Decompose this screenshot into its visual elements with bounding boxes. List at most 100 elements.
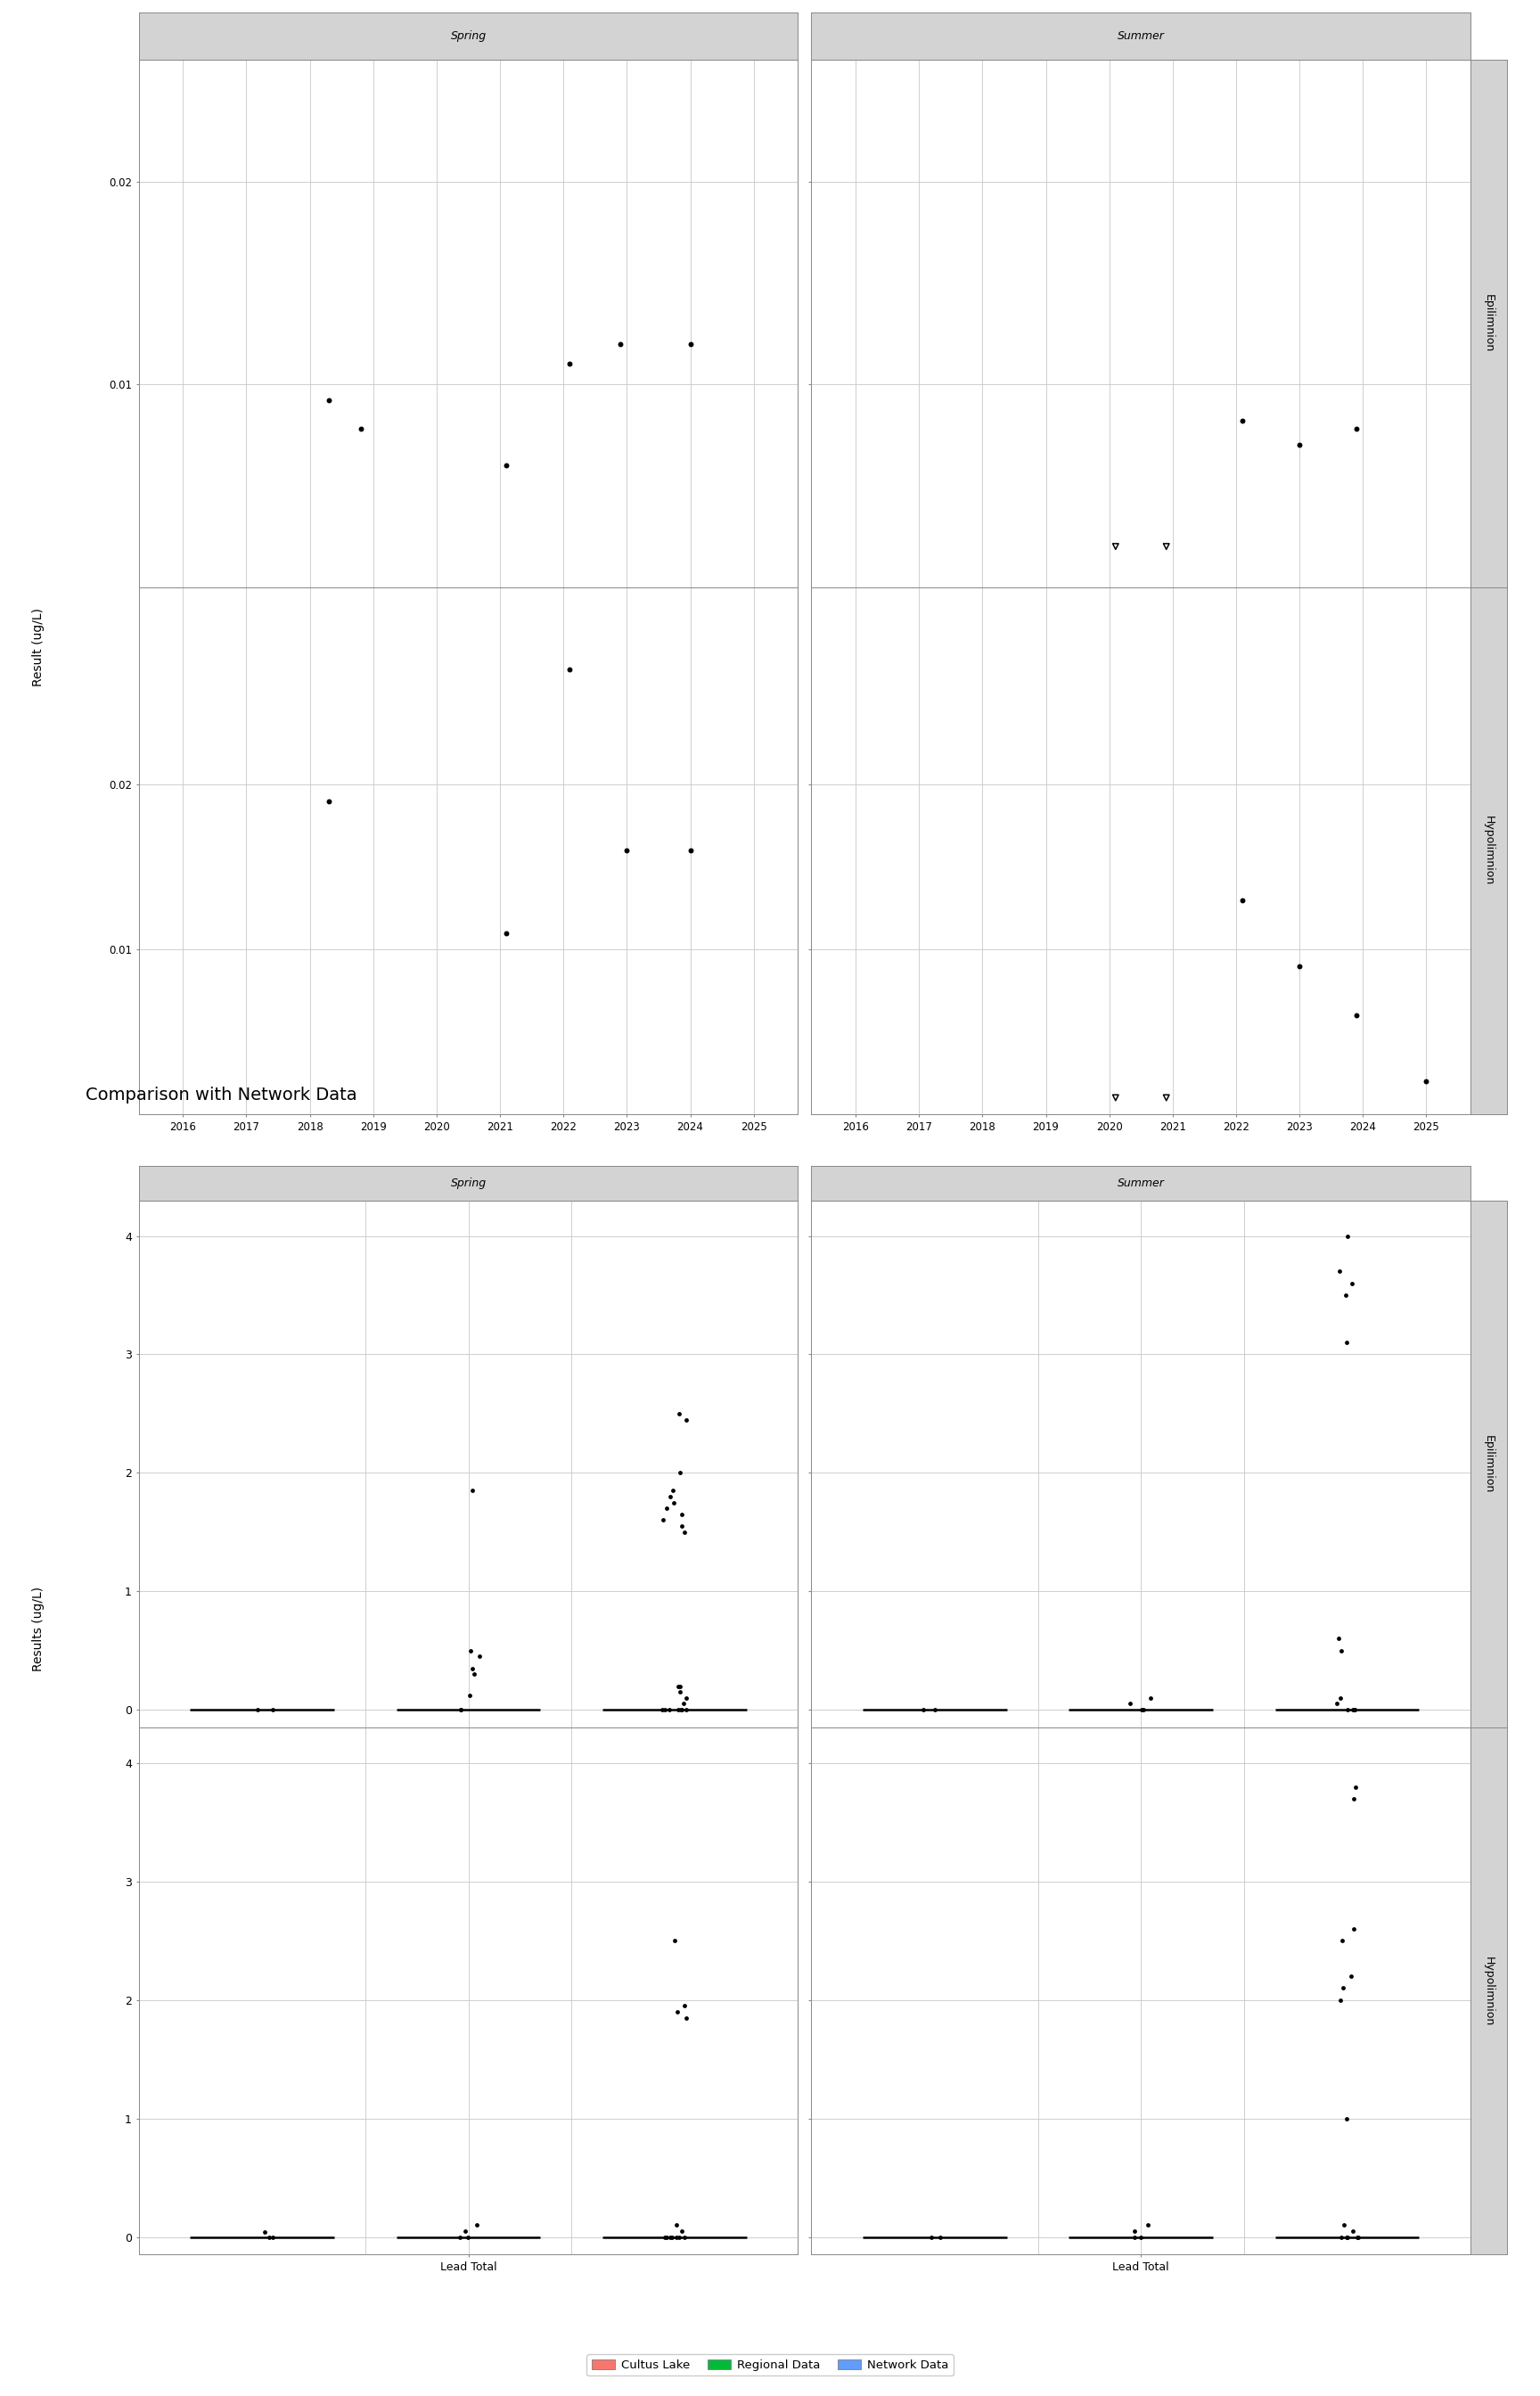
Point [929,2219,953,2257]
Point [1414,1061,1438,1100]
Point [1335,2099,1360,2137]
Point [494,446,519,484]
Point [671,1684,696,1723]
Point [671,1512,696,1550]
Point [1344,997,1369,1035]
Point [667,1668,691,1706]
Point [668,1454,693,1493]
Point [462,1656,487,1694]
Text: Results (ug/L): Results (ug/L) [32,1586,45,1672]
Point [1343,1692,1368,1730]
Point [1344,410,1369,448]
Point [460,1471,485,1509]
Point [1344,2219,1369,2257]
Point [1346,2219,1371,2257]
Point [1287,426,1312,465]
Point [678,323,702,362]
Point [1329,1632,1354,1670]
Point [494,913,519,951]
Point [659,2219,684,2257]
Point [1324,1684,1349,1723]
Point [1340,1265,1364,1303]
Point [673,2219,698,2257]
Point [668,1672,693,1711]
Point [662,1922,687,1960]
Point [447,2219,471,2257]
Point [614,831,639,870]
Point [1341,1780,1366,1819]
Point [460,1648,485,1687]
Point [654,1490,679,1529]
Point [670,2212,695,2250]
Point [245,1692,270,1730]
Point [456,2219,480,2257]
Point [1287,946,1312,985]
Point [919,2219,944,2257]
Point [468,1636,493,1675]
Point [348,410,373,448]
Point [1121,2219,1146,2257]
Point [910,1692,935,1730]
Point [664,2219,688,2257]
Point [608,323,633,362]
Point [667,1394,691,1433]
Point [448,1692,473,1730]
Point [1335,2219,1360,2257]
Point [670,1507,695,1545]
Point [1103,527,1127,565]
Point [1340,1692,1364,1730]
Point [1341,1910,1366,1948]
Point [1334,1277,1358,1315]
Point [658,2219,682,2257]
Point [257,2219,282,2257]
Point [465,2207,490,2245]
Point [653,1692,678,1730]
Point [1129,2219,1153,2257]
Point [1153,527,1178,565]
Point [453,2212,477,2250]
Point [1327,1981,1352,2020]
Point [922,1692,947,1730]
Point [1334,1323,1358,1361]
Point [1129,1692,1153,1730]
Point [260,2219,285,2257]
Point [1335,1217,1360,1256]
Point [1230,403,1255,441]
Point [658,1478,682,1517]
Point [678,831,702,870]
Point [664,2207,688,2245]
Point [1332,2207,1357,2245]
Point [1118,1684,1143,1723]
Point [317,781,342,819]
Point [459,1632,484,1670]
Point [653,2219,678,2257]
Point [1137,2207,1161,2245]
Point [661,1471,685,1509]
Point [650,1500,675,1538]
Point [1331,1922,1355,1960]
Point [457,1677,482,1716]
Point [1343,1768,1368,1807]
Point [658,1692,682,1730]
Point [1130,1692,1155,1730]
Point [1343,1692,1368,1730]
Text: Result (ug/L): Result (ug/L) [32,609,45,685]
Point [1326,1620,1351,1658]
Point [448,1692,473,1730]
Point [665,1668,690,1706]
Point [665,1692,690,1730]
Point [671,1986,696,2025]
Point [1327,1680,1352,1718]
Point [317,381,342,419]
Text: Comparison with Network Data: Comparison with Network Data [86,1088,357,1105]
Legend: Cultus Lake, Regional Data, Network Data: Cultus Lake, Regional Data, Network Data [587,2355,953,2377]
Point [1340,2212,1364,2250]
Point [673,1680,698,1718]
Point [668,1692,693,1730]
Point [1329,2219,1354,2257]
Point [675,1399,699,1438]
Point [1335,2219,1360,2257]
Point [1338,1958,1363,1996]
Point [650,1692,675,1730]
Point [253,2214,277,2252]
